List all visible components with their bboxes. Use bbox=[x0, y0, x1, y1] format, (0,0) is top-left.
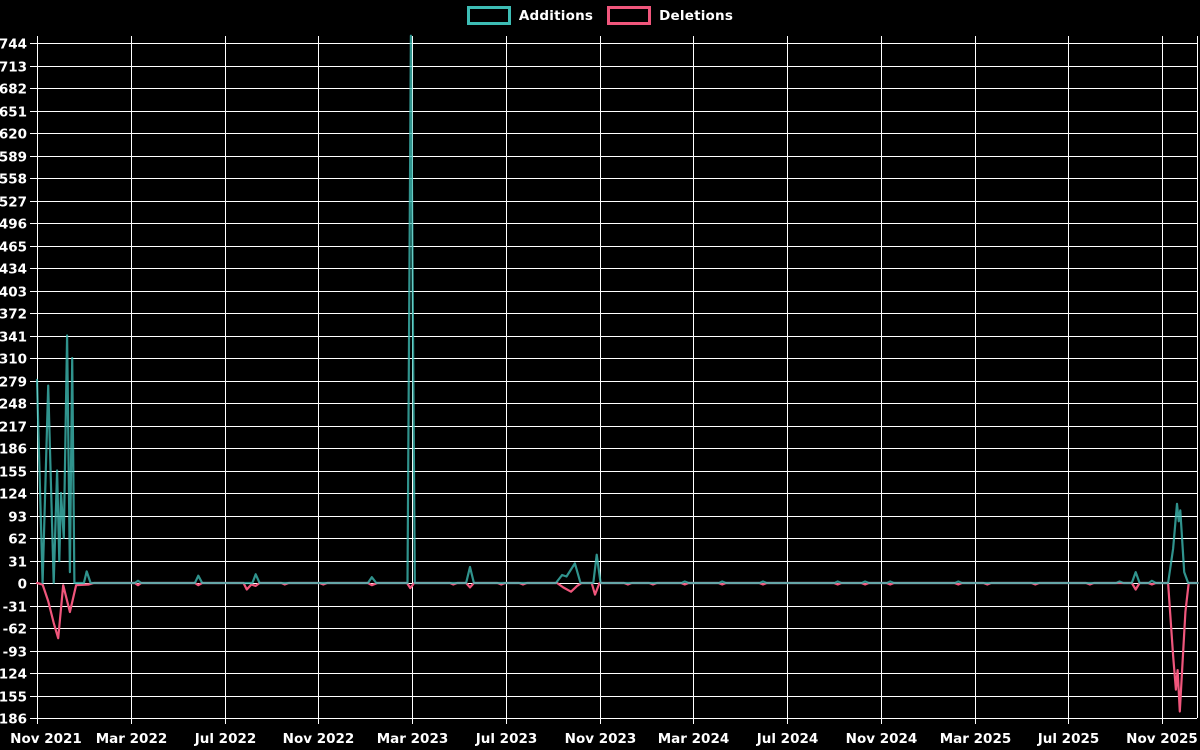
legend-label-additions: Additions bbox=[518, 7, 594, 24]
y-axis-tick-label: 155 bbox=[0, 465, 27, 481]
y-axis-tick-label: 403 bbox=[0, 285, 27, 301]
y-axis-tick-label: 465 bbox=[0, 240, 27, 256]
x-axis-tick-label: Jul 2025 bbox=[1037, 731, 1100, 747]
y-axis-tick-label: -93 bbox=[3, 645, 27, 661]
y-axis-tick-label: 93 bbox=[8, 510, 27, 526]
axis-tick-labels: 7447136826516205895585274964654344033723… bbox=[0, 37, 1198, 748]
y-axis-tick-label: 682 bbox=[0, 82, 27, 98]
y-axis-tick-label: 248 bbox=[0, 397, 27, 413]
x-axis-tick-label: Nov 2022 bbox=[283, 731, 355, 747]
y-axis-tick-label: 31 bbox=[8, 555, 27, 571]
y-axis-tick-label: 372 bbox=[0, 307, 27, 323]
x-axis-tick-label: Nov 2021 bbox=[10, 731, 82, 747]
y-axis-tick-label: -31 bbox=[3, 600, 27, 616]
y-axis-tick-label: 341 bbox=[0, 330, 27, 346]
x-axis-tick-label: Nov 2025 bbox=[1126, 731, 1198, 747]
legend-item-deletions[interactable]: Deletions bbox=[607, 6, 733, 25]
x-axis-tick-label: Mar 2025 bbox=[940, 731, 1011, 747]
x-axis-tick-label: Mar 2022 bbox=[96, 731, 167, 747]
y-axis-tick-label: 62 bbox=[8, 532, 27, 548]
y-axis-tick-label: -62 bbox=[3, 622, 27, 638]
y-axis-tick-label: 713 bbox=[0, 60, 27, 76]
y-axis-tick-label: 310 bbox=[0, 352, 27, 368]
x-axis-tick-label: Jul 2022 bbox=[194, 731, 257, 747]
x-axis-tick-label: Mar 2024 bbox=[658, 731, 729, 747]
y-axis-tick-label: 434 bbox=[0, 262, 27, 278]
y-axis-tick-label: 527 bbox=[0, 195, 27, 211]
y-axis-tick-label: -155 bbox=[0, 690, 27, 706]
y-axis-tick-label: -186 bbox=[0, 712, 27, 728]
y-axis-tick-label: 620 bbox=[0, 127, 27, 143]
legend-label-deletions: Deletions bbox=[659, 7, 734, 24]
y-axis-tick-label: 744 bbox=[0, 37, 27, 53]
y-axis-tick-label: 558 bbox=[0, 172, 27, 188]
gridlines bbox=[30, 36, 1198, 724]
x-axis-tick-label: Mar 2023 bbox=[377, 731, 448, 747]
deletions-line bbox=[35, 581, 1199, 713]
additions-swatch-icon bbox=[466, 6, 511, 25]
additions-line bbox=[35, 34, 1199, 585]
deletions-swatch-icon bbox=[607, 6, 652, 25]
y-axis-tick-label: 124 bbox=[0, 487, 27, 503]
y-axis-tick-label: -124 bbox=[0, 667, 27, 683]
legend-item-additions[interactable]: Additions bbox=[466, 6, 594, 25]
x-axis-tick-label: Jul 2024 bbox=[756, 731, 819, 747]
y-axis-tick-label: 496 bbox=[0, 217, 27, 233]
y-axis-tick-label: 0 bbox=[18, 577, 27, 593]
y-axis-tick-label: 651 bbox=[0, 105, 27, 121]
y-axis-tick-label: 279 bbox=[0, 375, 27, 391]
x-axis-tick-label: Nov 2024 bbox=[846, 731, 918, 747]
chart-legend: Additions Deletions bbox=[0, 6, 1200, 25]
y-axis-tick-label: 217 bbox=[0, 420, 27, 436]
y-axis-tick-label: 589 bbox=[0, 150, 27, 166]
x-axis-tick-label: Jul 2023 bbox=[475, 731, 538, 747]
y-axis-tick-label: 186 bbox=[0, 442, 27, 458]
x-axis-tick-label: Nov 2023 bbox=[565, 731, 637, 747]
